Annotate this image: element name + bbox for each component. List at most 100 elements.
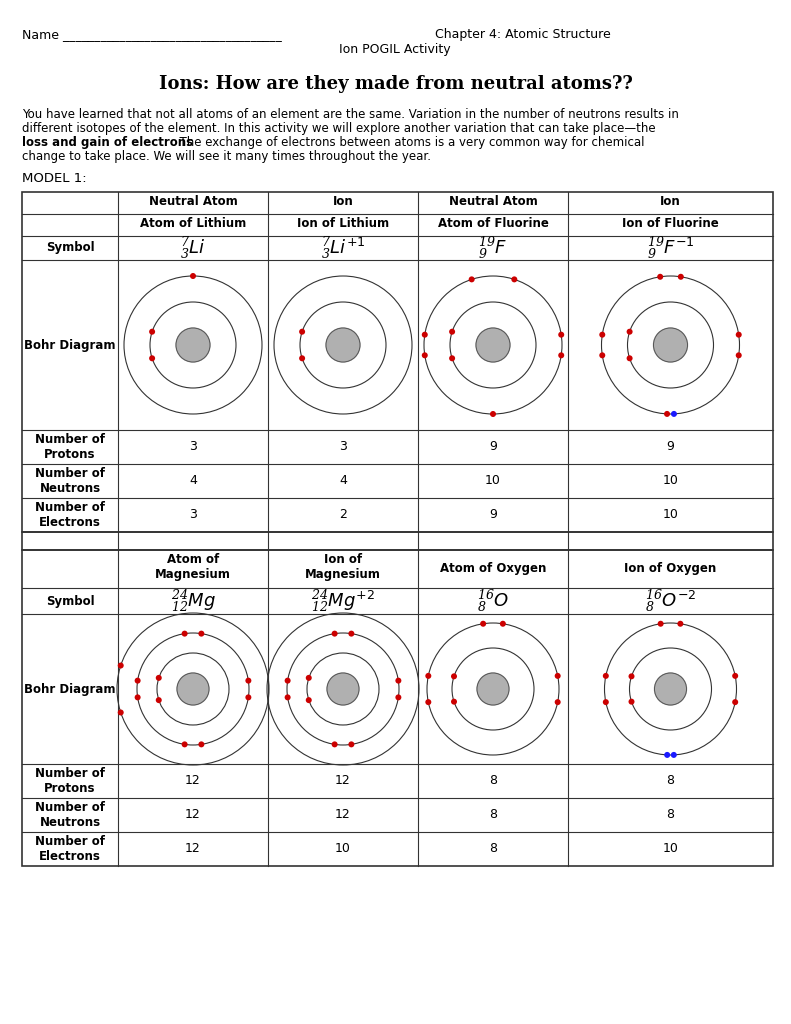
Text: 9: 9 [489,509,497,521]
Circle shape [476,328,510,362]
Circle shape [626,329,633,335]
Text: different isotopes of the element. In this activity we will explore another vari: different isotopes of the element. In th… [22,122,656,135]
Text: 8: 8 [489,774,497,787]
Circle shape [118,663,123,669]
Text: $\mathregular{^{19}_{9}}F$: $\mathregular{^{19}_{9}}F$ [479,234,508,261]
Circle shape [426,673,431,679]
Text: Atom of Lithium: Atom of Lithium [140,217,246,230]
Circle shape [469,276,475,283]
Circle shape [671,411,677,417]
Text: loss and gain of electrons: loss and gain of electrons [22,136,193,150]
Circle shape [422,352,428,358]
Text: $\mathregular{^{19}_{9}}F^{-1}$: $\mathregular{^{19}_{9}}F^{-1}$ [646,234,694,261]
Circle shape [245,694,252,700]
Text: Atom of Oxygen: Atom of Oxygen [440,562,547,575]
Text: Ion of
Magnesium: Ion of Magnesium [305,553,381,581]
Text: 10: 10 [335,843,351,855]
Text: Ion: Ion [660,195,681,208]
Text: 10: 10 [663,474,679,487]
Circle shape [449,329,455,335]
Circle shape [348,741,354,748]
Text: Ion of Fluorine: Ion of Fluorine [623,217,719,230]
Circle shape [600,332,605,338]
Circle shape [118,710,123,716]
Bar [22,193,773,532]
Circle shape [653,328,687,362]
Text: 4: 4 [189,474,197,487]
Circle shape [348,631,354,637]
Text: 8: 8 [489,843,497,855]
Circle shape [156,675,162,681]
Text: Ion of Oxygen: Ion of Oxygen [624,562,717,575]
Circle shape [626,355,633,361]
Circle shape [603,699,609,706]
Text: Number of
Neutrons: Number of Neutrons [35,467,105,495]
Text: Atom of Fluorine: Atom of Fluorine [437,217,548,230]
Text: 8: 8 [667,809,675,821]
Bar [22,532,773,550]
Circle shape [480,621,486,627]
Circle shape [396,678,401,684]
Text: 12: 12 [185,809,201,821]
Text: $\mathregular{^{7}_{3}}Li^{+1}$: $\mathregular{^{7}_{3}}Li^{+1}$ [320,234,365,261]
Circle shape [629,698,634,705]
Circle shape [134,694,141,700]
Circle shape [603,673,609,679]
Circle shape [426,699,431,706]
Text: Number of
Electrons: Number of Electrons [35,835,105,863]
Circle shape [299,355,305,361]
Text: Number of
Electrons: Number of Electrons [35,501,105,529]
Text: Ion POGIL Activity: Ion POGIL Activity [339,43,451,56]
Circle shape [149,355,155,361]
Text: change to take place. We will see it many times throughout the year.: change to take place. We will see it man… [22,150,431,163]
Circle shape [664,752,670,758]
Text: 10: 10 [663,509,679,521]
Circle shape [554,673,561,679]
Circle shape [199,741,204,748]
Text: 3: 3 [189,509,197,521]
Text: Number of
Neutrons: Number of Neutrons [35,801,105,829]
Bar [22,550,773,866]
Text: 2: 2 [339,509,347,521]
Circle shape [199,631,204,637]
Circle shape [654,673,687,705]
Text: 3: 3 [339,440,347,454]
Text: 12: 12 [185,774,201,787]
Text: Symbol: Symbol [46,242,94,255]
Text: Number of
Protons: Number of Protons [35,767,105,795]
Circle shape [326,328,360,362]
Text: 4: 4 [339,474,347,487]
Text: $\mathregular{^{16}_{8}}O$: $\mathregular{^{16}_{8}}O$ [477,588,509,614]
Circle shape [451,698,457,705]
Text: MODEL 1:: MODEL 1: [22,172,87,185]
Text: 3: 3 [189,440,197,454]
Text: Ion: Ion [333,195,354,208]
Circle shape [182,631,187,637]
Circle shape [677,621,683,627]
Circle shape [671,752,677,758]
Circle shape [306,697,312,703]
Circle shape [736,352,742,358]
Text: Bohr Diagram: Bohr Diagram [25,683,115,695]
Circle shape [657,621,664,627]
Text: 12: 12 [335,809,351,821]
Text: Number of
Protons: Number of Protons [35,433,105,461]
Text: Ion of Lithium: Ion of Lithium [297,217,389,230]
Circle shape [600,352,605,358]
Circle shape [678,273,683,280]
Circle shape [327,673,359,705]
Circle shape [500,621,506,627]
Text: . The exchange of electrons between atoms is a very common way for chemical: . The exchange of electrons between atom… [172,136,645,150]
Circle shape [331,631,338,637]
Text: Name ___________________________________: Name ___________________________________ [22,28,282,41]
Circle shape [511,276,517,283]
Text: 8: 8 [489,809,497,821]
Circle shape [285,694,290,700]
Text: 12: 12 [185,843,201,855]
Circle shape [176,328,210,362]
Circle shape [732,673,738,679]
Circle shape [422,332,428,338]
Circle shape [629,674,634,679]
Circle shape [156,697,162,703]
Text: $\mathregular{^{16}_{8}}O^{-2}$: $\mathregular{^{16}_{8}}O^{-2}$ [645,588,696,614]
